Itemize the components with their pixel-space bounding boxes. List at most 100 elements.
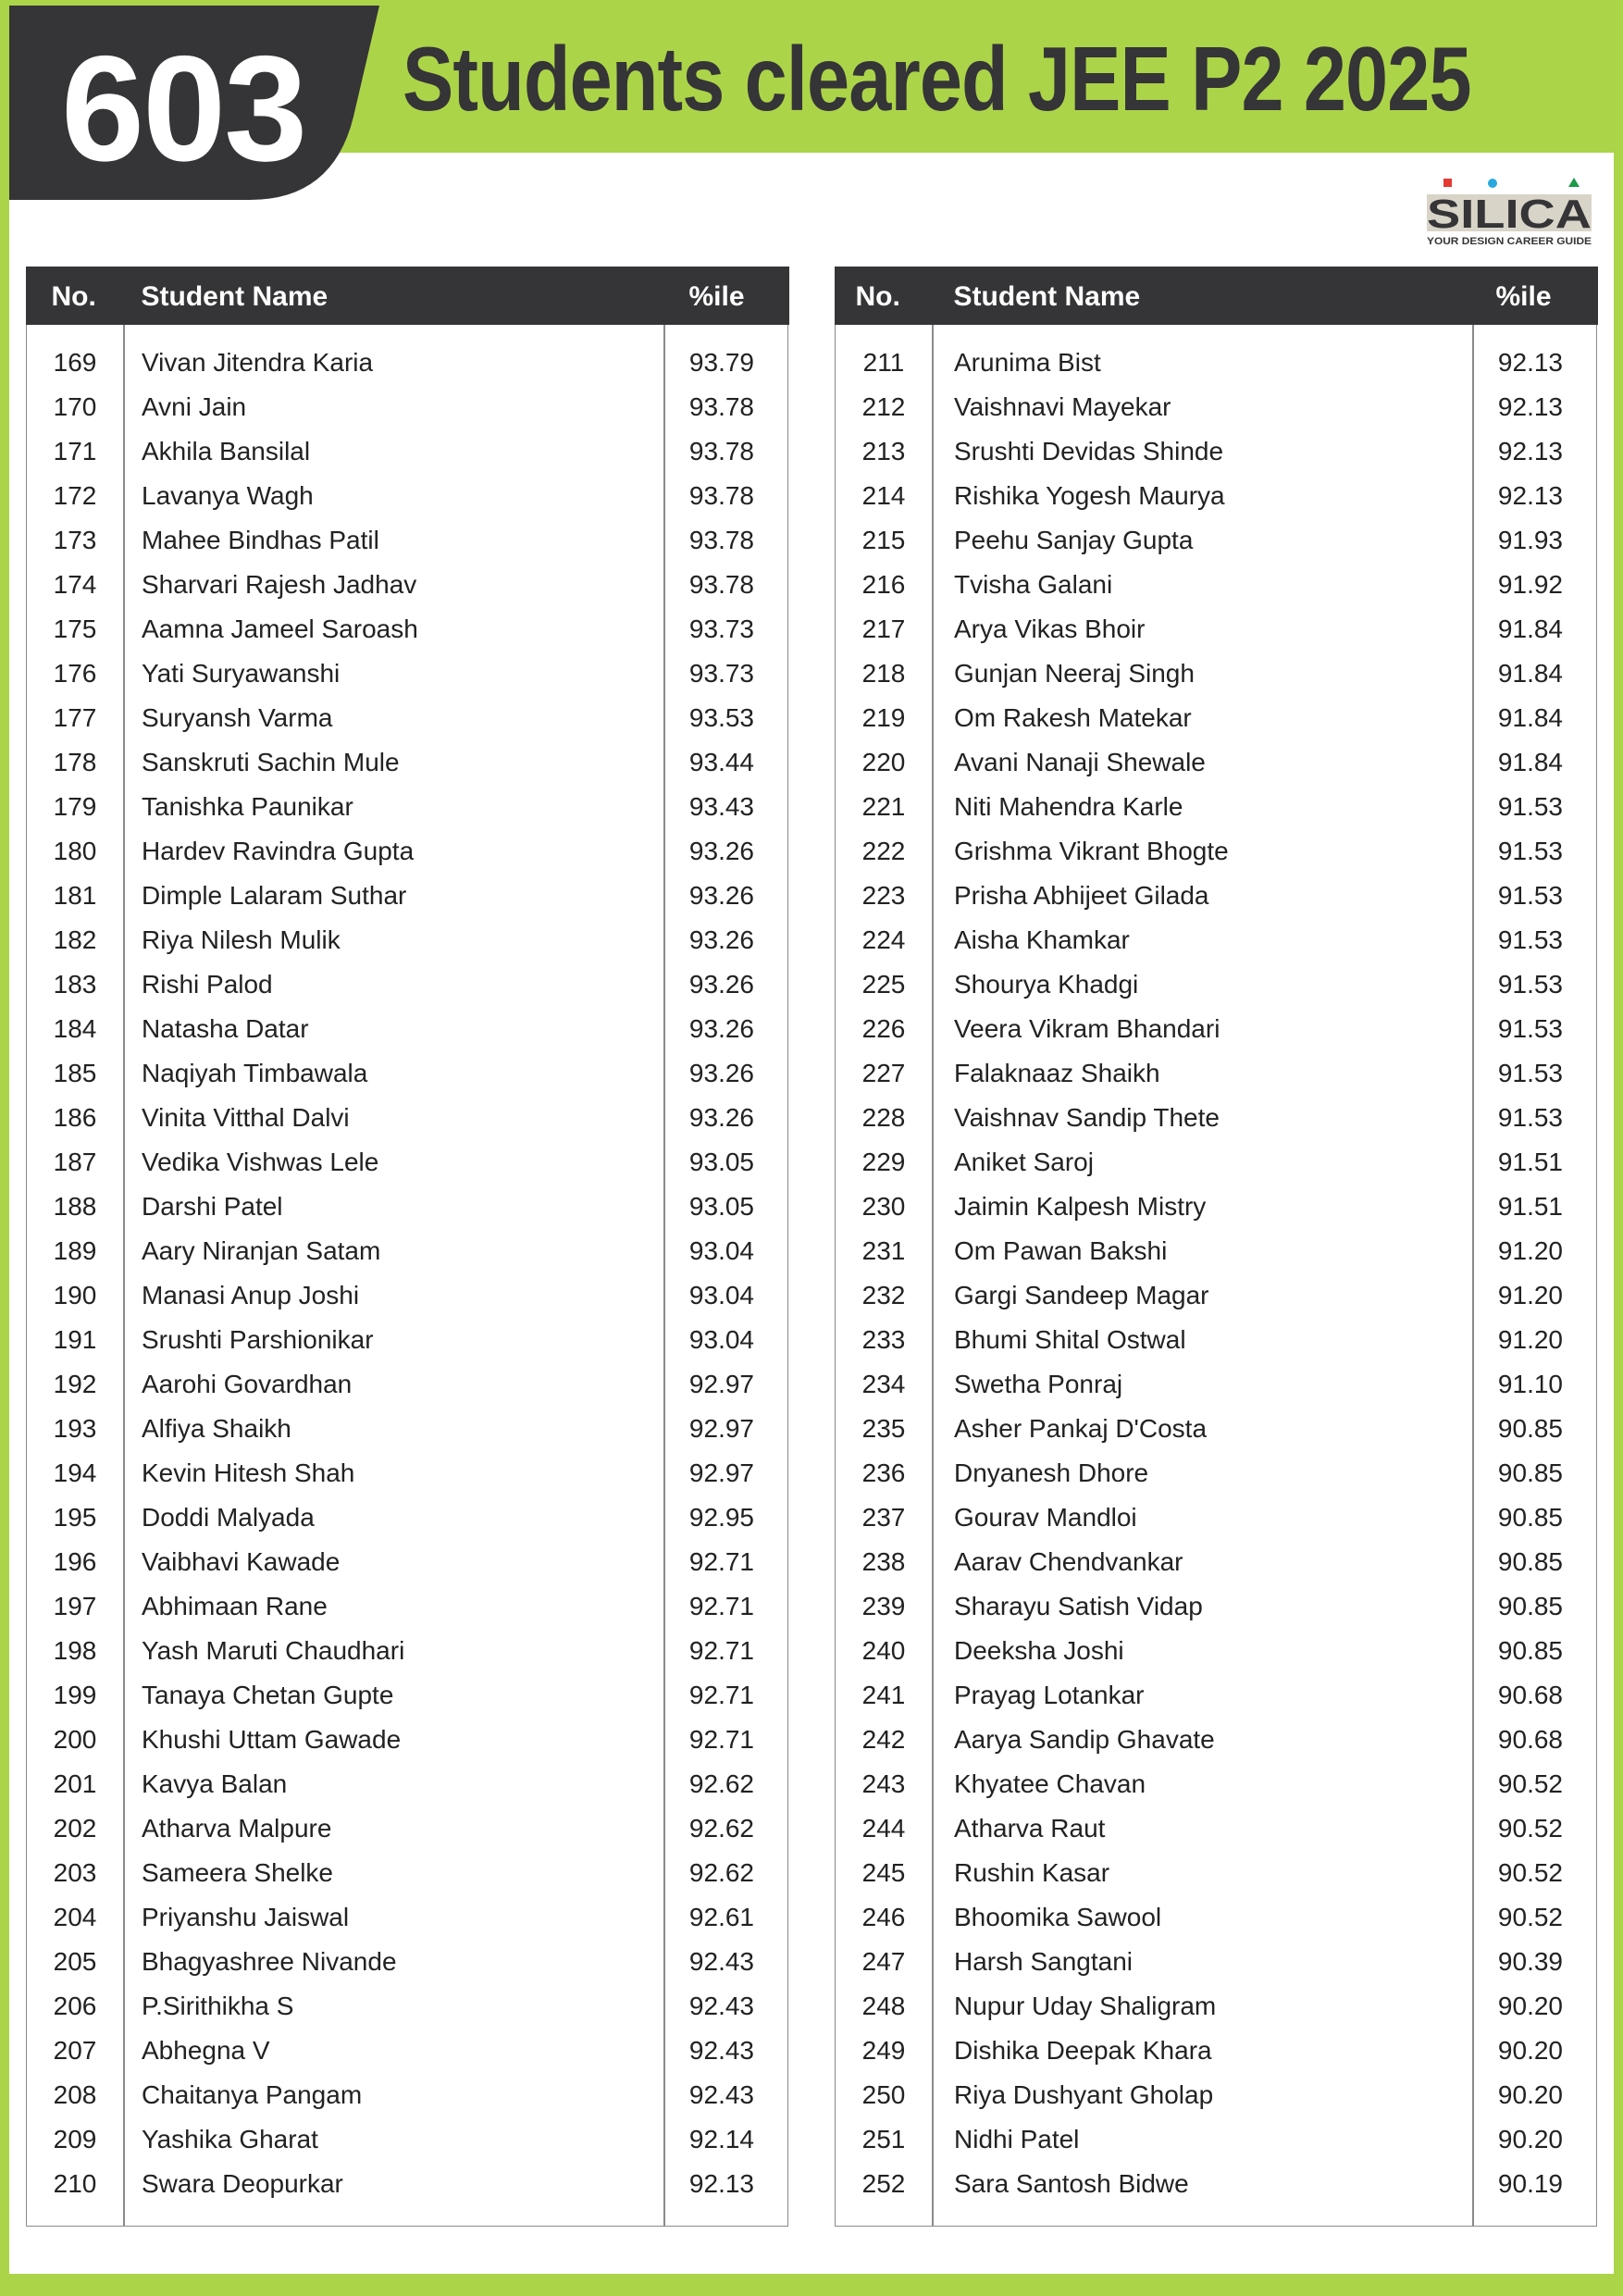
student-number: 199: [53, 1681, 97, 1709]
table-row: 212 Vaishnavi Mayekar 92.13: [836, 385, 1596, 429]
table-row: 184 Natasha Datar 93.26: [27, 1007, 787, 1051]
table-row: 176 Yati Suryawanshi 93.73: [27, 652, 787, 696]
student-number: 229: [861, 1148, 906, 1176]
student-name: Dnyanesh Dhore: [954, 1458, 1149, 1487]
student-percentile: 91.84: [1497, 659, 1563, 688]
table-row: 186 Vinita Vitthal Dalvi 93.26: [27, 1096, 787, 1140]
table-row: 169 Vivan Jitendra Karia 93.79: [27, 341, 787, 385]
student-percentile: 91.84: [1497, 748, 1563, 776]
student-name: Yati Suryawanshi: [142, 659, 341, 688]
student-percentile: 91.10: [1497, 1370, 1563, 1398]
student-number: 240: [861, 1636, 906, 1665]
student-percentile: 91.20: [1497, 1325, 1563, 1354]
student-name: Dimple Lalaram Suthar: [142, 881, 407, 910]
student-count: 603: [61, 25, 307, 192]
header-student-name: Student Name: [141, 281, 328, 312]
table-row: 248 Nupur Uday Shaligram 90.20: [836, 1984, 1596, 2029]
table-row: 195 Doddi Malyada 92.95: [27, 1496, 787, 1540]
student-name: Abhegna V: [142, 2036, 270, 2065]
table-body: 211 Arunima Bist 92.13 212 Vaishnavi Mayekar…: [836, 341, 1596, 2206]
student-percentile: 93.26: [688, 925, 754, 954]
student-number: 232: [861, 1281, 906, 1309]
student-percentile: 91.53: [1497, 970, 1563, 999]
student-number: 208: [53, 2080, 97, 2109]
student-percentile: 92.62: [688, 1858, 754, 1887]
student-name: Gargi Sandeep Magar: [954, 1281, 1209, 1309]
student-number: 212: [861, 392, 906, 421]
student-percentile: 91.53: [1497, 792, 1563, 821]
student-number: 252: [861, 2169, 906, 2198]
table-row: 245 Rushin Kasar 90.52: [836, 1851, 1596, 1895]
student-percentile: 92.43: [688, 2080, 754, 2109]
student-number: 216: [861, 570, 906, 599]
student-name: Rishi Palod: [142, 970, 273, 999]
table-row: 171 Akhila Bansilal 93.78: [27, 429, 787, 474]
student-name: Kavya Balan: [142, 1769, 288, 1798]
svg-text:SILICA: SILICA: [1427, 192, 1592, 237]
student-number: 209: [53, 2125, 97, 2153]
table-row: 170 Avni Jain 93.78: [27, 385, 787, 429]
student-name: Veera Vikram Bhandari: [954, 1014, 1220, 1043]
student-name: Arunima Bist: [954, 348, 1101, 377]
student-name: Vinita Vitthal Dalvi: [142, 1103, 350, 1132]
student-name: Prisha Abhijeet Gilada: [954, 881, 1209, 910]
page-title: Students cleared JEE P2 2025: [403, 28, 1472, 130]
student-percentile: 93.26: [688, 970, 754, 999]
table-row: 207 Abhegna V 92.43: [27, 2029, 787, 2073]
student-name: Khushi Uttam Gawade: [142, 1725, 402, 1754]
student-number: 251: [861, 2125, 906, 2153]
student-number: 188: [53, 1192, 97, 1221]
student-percentile: 92.97: [688, 1414, 754, 1443]
column-divider: [123, 325, 125, 2226]
student-name: Sara Santosh Bidwe: [954, 2169, 1189, 2198]
table-row: 206 P.Sirithikha S 92.43: [27, 1984, 787, 2029]
count-badge-shape: [9, 6, 379, 200]
results-table-right: No. Student Name %ile 211 Arunima Bist 92.…: [834, 267, 1598, 2227]
student-number: 171: [53, 437, 97, 465]
student-name: Bhoomika Sawool: [954, 1903, 1162, 1931]
table-row: 238 Aarav Chendvankar 90.85: [836, 1540, 1596, 1584]
student-percentile: 91.53: [1497, 837, 1563, 865]
student-name: Atharva Malpure: [142, 1814, 332, 1843]
student-percentile: 90.85: [1497, 1592, 1563, 1620]
student-number: 201: [53, 1769, 97, 1798]
table-row: 183 Rishi Palod 93.26: [27, 962, 787, 1007]
student-number: 221: [861, 792, 906, 821]
student-percentile: 90.19: [1497, 2169, 1563, 2198]
student-percentile: 91.20: [1497, 1236, 1563, 1265]
student-name: Abhimaan Rane: [142, 1592, 328, 1620]
student-number: 186: [53, 1103, 97, 1132]
student-percentile: 92.62: [688, 1769, 754, 1798]
student-name: Natasha Datar: [142, 1014, 309, 1043]
table-row: 192 Aarohi Govardhan 92.97: [27, 1362, 787, 1407]
student-name: Asher Pankaj D'Costa: [954, 1414, 1208, 1443]
student-percentile: 92.62: [688, 1814, 754, 1843]
table-row: 227 Falaknaaz Shaikh 91.53: [836, 1051, 1596, 1096]
student-name: Falaknaaz Shaikh: [954, 1059, 1160, 1087]
table-header: No. Student Name %ile: [834, 267, 1598, 325]
student-number: 195: [53, 1503, 97, 1532]
student-percentile: 91.93: [1497, 526, 1563, 554]
student-number: 191: [53, 1325, 97, 1354]
student-name: Kevin Hitesh Shah: [142, 1458, 355, 1487]
student-name: Alfiya Shaikh: [142, 1414, 291, 1443]
student-name: Aarya Sandip Ghavate: [954, 1725, 1215, 1754]
student-name: Swara Deopurkar: [142, 2169, 343, 2198]
student-name: Niti Mahendra Karle: [954, 792, 1183, 821]
student-name: Nidhi Patel: [954, 2125, 1080, 2153]
table-header: No. Student Name %ile: [25, 267, 789, 325]
student-number: 230: [861, 1192, 906, 1221]
table-row: 197 Abhimaan Rane 92.71: [27, 1584, 787, 1629]
table-row: 219 Om Rakesh Matekar 91.84: [836, 696, 1596, 740]
student-number: 249: [861, 2036, 906, 2065]
student-percentile: 93.44: [688, 748, 754, 776]
student-name: Bhagyashree Nivande: [142, 1947, 397, 1976]
table-row: 252 Sara Santosh Bidwe 90.19: [836, 2162, 1596, 2206]
student-name: Srushti Parshionikar: [142, 1325, 374, 1354]
table-row: 185 Naqiyah Timbawala 93.26: [27, 1051, 787, 1096]
student-name: Gunjan Neeraj Singh: [954, 659, 1195, 688]
student-name: Avani Nanaji Shewale: [954, 748, 1206, 776]
student-name: Sanskruti Sachin Mule: [142, 748, 400, 776]
table-row: 226 Veera Vikram Bhandari 91.53: [836, 1007, 1596, 1051]
student-number: 244: [861, 1814, 906, 1843]
